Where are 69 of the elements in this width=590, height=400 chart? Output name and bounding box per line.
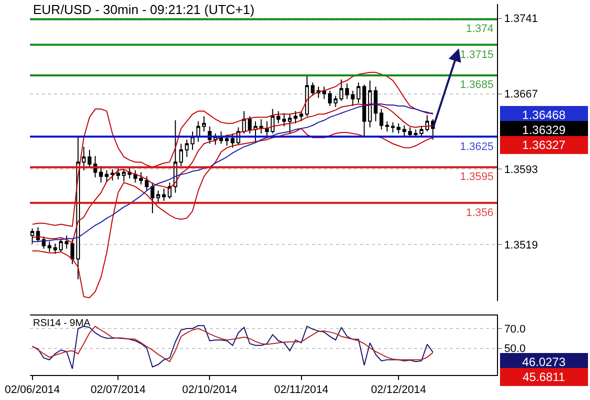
line-series xyxy=(32,326,434,362)
candlestick xyxy=(345,83,349,100)
candlestick xyxy=(350,90,355,106)
candlestick xyxy=(396,122,400,134)
y-tick-label: 1.3519 xyxy=(504,240,538,252)
y-tick-label: 1.3667 xyxy=(504,88,538,101)
candlestick xyxy=(254,120,258,142)
candlestick xyxy=(99,166,103,183)
text: 46.0273 xyxy=(522,355,566,369)
y-tick-label: 70.0 xyxy=(504,323,526,336)
ref-line-label: 1.3625 xyxy=(460,141,494,153)
candlestick xyxy=(53,243,58,254)
x-tick-label: 02/12/2014 xyxy=(371,384,426,396)
candlestick xyxy=(322,86,326,100)
x-tick-label: 02/07/2014 xyxy=(90,384,146,396)
candlestick xyxy=(133,170,138,183)
candlestick xyxy=(299,110,304,122)
candlestick xyxy=(425,114,430,132)
ref-line-label: 1.374 xyxy=(466,23,494,35)
candlestick xyxy=(48,241,52,252)
line-series xyxy=(32,72,434,227)
candlestick xyxy=(82,146,86,171)
candlestick xyxy=(310,82,315,96)
candlestick xyxy=(390,122,395,134)
line-series xyxy=(32,325,434,370)
text: 1.36329 xyxy=(522,123,566,137)
text: 45.6811 xyxy=(522,370,566,384)
y-tick-label: 1.3741 xyxy=(504,13,538,26)
candlestick xyxy=(362,84,366,138)
candlestick xyxy=(420,126,424,138)
y-tick-label: 50.0 xyxy=(504,343,526,356)
candlestick xyxy=(150,182,154,214)
candlestick xyxy=(242,110,246,134)
ref-line-label: 1.356 xyxy=(466,207,494,219)
candlestick xyxy=(190,130,194,150)
ref-line-label: 1.3685 xyxy=(460,79,494,91)
candlestick xyxy=(144,176,149,192)
x-tick-label: 02/06/2014 xyxy=(4,384,60,396)
text: 1.36468 xyxy=(522,108,566,122)
chart-title: EUR/USD - 30min - 09:21:21 (UTC+1) xyxy=(33,2,254,17)
ref-line-label: 1.3715 xyxy=(460,49,494,61)
candlestick xyxy=(305,74,309,117)
candlestick xyxy=(202,116,206,132)
candlestick xyxy=(184,139,189,158)
candlestick xyxy=(104,170,109,183)
candlestick xyxy=(259,118,264,134)
candlestick xyxy=(402,124,406,138)
candlestick xyxy=(139,172,143,186)
candlestick xyxy=(248,116,252,134)
candlestick xyxy=(156,190,160,204)
text: 1.36327 xyxy=(522,138,566,152)
chart-title: RSI14 - 9MA xyxy=(33,318,91,329)
candlestick xyxy=(408,126,412,138)
candlestick xyxy=(414,128,418,138)
candlestick xyxy=(356,82,360,104)
candlestick xyxy=(339,78,344,102)
candlestick xyxy=(288,114,292,134)
line-series xyxy=(32,128,434,298)
ref-line-label: 1.3595 xyxy=(460,171,494,183)
candlestick xyxy=(265,120,269,136)
candlestick xyxy=(270,108,275,134)
candlestick xyxy=(374,86,378,122)
candlestick xyxy=(30,228,34,244)
y-tick-label: 1.3593 xyxy=(504,164,538,176)
candlestick xyxy=(88,149,92,168)
x-tick-label: 02/10/2014 xyxy=(182,384,238,396)
x-tick-label: 02/11/2014 xyxy=(274,384,328,396)
candlestick xyxy=(368,80,372,128)
candlestick xyxy=(294,110,298,124)
